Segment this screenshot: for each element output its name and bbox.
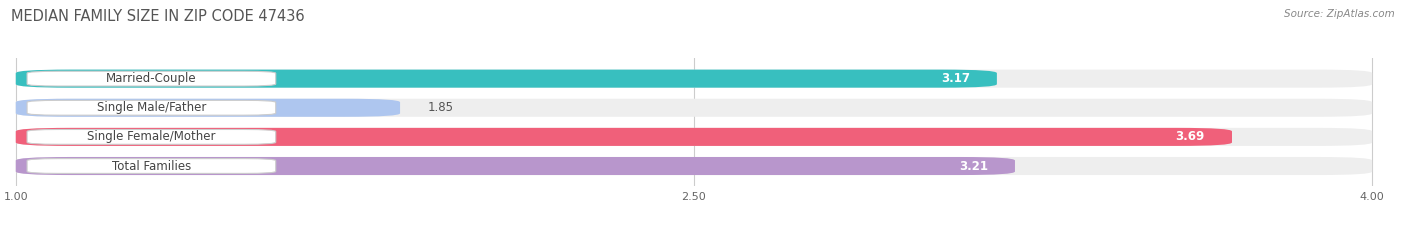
FancyBboxPatch shape [15, 70, 997, 88]
FancyBboxPatch shape [15, 99, 401, 117]
Text: MEDIAN FAMILY SIZE IN ZIP CODE 47436: MEDIAN FAMILY SIZE IN ZIP CODE 47436 [11, 9, 305, 24]
Text: 3.17: 3.17 [941, 72, 970, 85]
FancyBboxPatch shape [27, 71, 276, 86]
FancyBboxPatch shape [15, 157, 1372, 175]
FancyBboxPatch shape [15, 70, 1372, 88]
FancyBboxPatch shape [27, 100, 276, 115]
Text: Married-Couple: Married-Couple [105, 72, 197, 85]
Text: Total Families: Total Families [112, 160, 191, 172]
FancyBboxPatch shape [27, 130, 276, 144]
Text: 1.85: 1.85 [427, 101, 453, 114]
FancyBboxPatch shape [15, 157, 1015, 175]
Text: 3.69: 3.69 [1175, 130, 1205, 143]
Text: Single Female/Mother: Single Female/Mother [87, 130, 215, 143]
FancyBboxPatch shape [27, 159, 276, 173]
FancyBboxPatch shape [15, 128, 1232, 146]
FancyBboxPatch shape [15, 99, 1372, 117]
Text: Source: ZipAtlas.com: Source: ZipAtlas.com [1284, 9, 1395, 19]
FancyBboxPatch shape [15, 128, 1372, 146]
Text: 3.21: 3.21 [959, 160, 988, 172]
Text: Single Male/Father: Single Male/Father [97, 101, 207, 114]
